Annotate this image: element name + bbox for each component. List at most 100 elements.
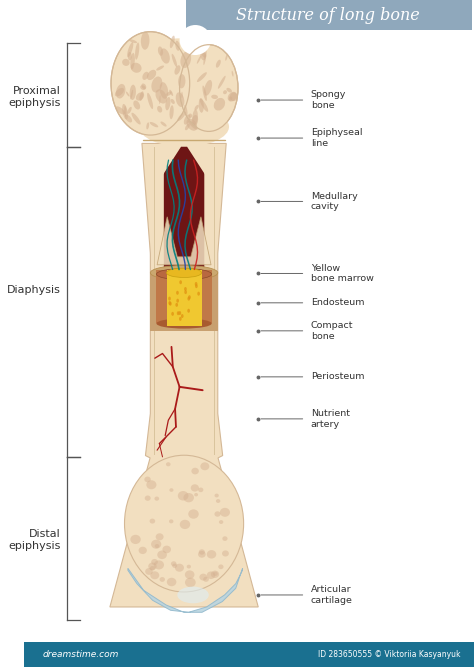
Ellipse shape (187, 565, 191, 568)
Ellipse shape (115, 88, 124, 97)
Text: Structure of long bone: Structure of long bone (236, 7, 420, 23)
Ellipse shape (203, 50, 207, 65)
Polygon shape (157, 217, 211, 265)
Ellipse shape (198, 551, 206, 558)
Ellipse shape (126, 38, 234, 135)
Ellipse shape (195, 282, 198, 286)
Ellipse shape (218, 76, 226, 89)
Ellipse shape (187, 40, 192, 45)
Ellipse shape (142, 72, 149, 80)
Ellipse shape (145, 496, 151, 501)
Text: Nutrient
artery: Nutrient artery (311, 409, 350, 429)
Ellipse shape (166, 91, 172, 96)
Ellipse shape (200, 574, 207, 580)
Ellipse shape (215, 494, 219, 498)
Ellipse shape (151, 77, 162, 93)
Ellipse shape (156, 269, 212, 279)
Ellipse shape (187, 309, 190, 313)
Ellipse shape (130, 85, 136, 100)
Ellipse shape (130, 89, 133, 99)
Ellipse shape (197, 72, 207, 82)
Text: Distal
epiphysis: Distal epiphysis (8, 529, 61, 552)
Ellipse shape (176, 291, 179, 295)
Ellipse shape (222, 536, 228, 541)
Ellipse shape (169, 301, 172, 305)
Ellipse shape (156, 65, 164, 71)
Ellipse shape (165, 97, 171, 110)
Ellipse shape (116, 84, 126, 99)
Text: ID 283650555 © Viktoriia Kasyanyuk: ID 283650555 © Viktoriia Kasyanyuk (318, 650, 461, 659)
Ellipse shape (188, 510, 199, 519)
Ellipse shape (171, 99, 175, 104)
Ellipse shape (214, 512, 220, 517)
Ellipse shape (182, 40, 193, 49)
Ellipse shape (160, 82, 168, 99)
Ellipse shape (225, 54, 228, 61)
Ellipse shape (171, 561, 176, 566)
Text: Medullary
cavity: Medullary cavity (311, 191, 357, 211)
Ellipse shape (175, 303, 178, 307)
Ellipse shape (201, 52, 206, 57)
Ellipse shape (169, 89, 173, 96)
Ellipse shape (219, 520, 223, 524)
Polygon shape (128, 568, 243, 612)
Ellipse shape (178, 491, 189, 500)
Ellipse shape (169, 520, 173, 524)
FancyBboxPatch shape (25, 642, 474, 667)
Ellipse shape (191, 484, 199, 492)
Ellipse shape (145, 568, 153, 575)
Ellipse shape (127, 42, 133, 57)
Ellipse shape (158, 47, 163, 56)
Ellipse shape (176, 92, 184, 107)
Ellipse shape (197, 291, 200, 295)
Ellipse shape (172, 564, 177, 568)
Text: Proximal
epiphysis: Proximal epiphysis (8, 85, 61, 108)
Ellipse shape (181, 51, 191, 68)
Ellipse shape (186, 119, 197, 131)
Ellipse shape (155, 89, 167, 103)
Ellipse shape (181, 92, 183, 98)
Ellipse shape (141, 83, 146, 89)
Ellipse shape (160, 49, 170, 63)
Polygon shape (164, 147, 204, 276)
Ellipse shape (116, 106, 125, 115)
Ellipse shape (202, 85, 207, 101)
Ellipse shape (147, 70, 156, 80)
Ellipse shape (187, 297, 190, 301)
Ellipse shape (195, 284, 198, 288)
Text: Endosteum: Endosteum (311, 298, 365, 307)
Ellipse shape (194, 493, 198, 496)
Ellipse shape (125, 115, 132, 123)
Ellipse shape (170, 35, 175, 48)
Bar (150, 273, 218, 331)
Text: Epiphyseal
line: Epiphyseal line (311, 128, 362, 148)
Ellipse shape (184, 290, 187, 294)
Ellipse shape (167, 578, 176, 586)
Ellipse shape (179, 317, 182, 321)
Ellipse shape (207, 550, 216, 558)
Ellipse shape (154, 560, 164, 570)
Ellipse shape (198, 488, 203, 492)
Ellipse shape (128, 107, 132, 114)
Ellipse shape (159, 95, 161, 104)
Ellipse shape (204, 80, 212, 96)
Ellipse shape (179, 311, 181, 315)
Ellipse shape (211, 570, 219, 578)
Ellipse shape (180, 520, 190, 529)
Ellipse shape (188, 121, 198, 129)
Ellipse shape (184, 287, 187, 291)
Ellipse shape (171, 312, 174, 316)
Ellipse shape (122, 104, 128, 119)
Text: Compact
bone: Compact bone (311, 321, 353, 341)
Ellipse shape (150, 571, 159, 579)
Ellipse shape (207, 572, 215, 579)
Ellipse shape (144, 477, 151, 482)
Ellipse shape (130, 53, 135, 69)
Text: Articular
cartilage: Articular cartilage (311, 585, 353, 605)
Ellipse shape (218, 564, 224, 569)
Ellipse shape (156, 318, 212, 329)
Ellipse shape (141, 32, 149, 50)
Ellipse shape (170, 105, 173, 119)
Ellipse shape (199, 98, 204, 113)
Ellipse shape (128, 52, 132, 61)
